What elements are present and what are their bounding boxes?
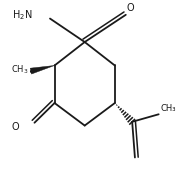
Text: O: O	[11, 122, 19, 132]
Polygon shape	[30, 66, 55, 74]
Text: O: O	[127, 3, 134, 13]
Text: CH₃: CH₃	[160, 104, 176, 113]
Text: H$_2$N: H$_2$N	[12, 8, 33, 22]
Text: CH$_3$: CH$_3$	[10, 64, 28, 76]
